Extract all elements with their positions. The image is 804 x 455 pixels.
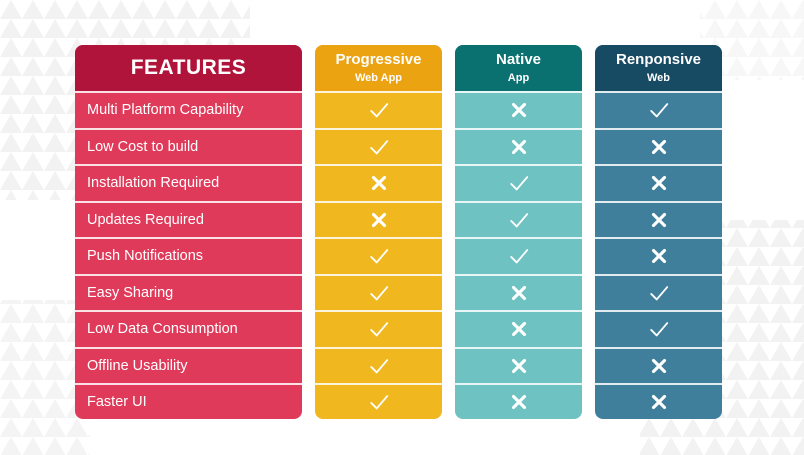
feature-row: Easy Sharing: [75, 273, 302, 311]
feature-label: Offline Usability: [87, 357, 188, 374]
feature-row: Faster UI: [75, 383, 302, 419]
cross-icon: [651, 249, 666, 264]
mark-cell: [315, 310, 442, 347]
mark-cell: [455, 237, 582, 274]
mark-cell: [455, 127, 582, 165]
feature-label: Low Data Consumption: [87, 321, 238, 338]
feature-row: Push Notifications: [75, 237, 302, 274]
mark-cell: [315, 383, 442, 419]
cross-icon: [651, 139, 666, 154]
features-header-label: FEATURES: [130, 56, 247, 80]
responsive-header: Renponsive Web: [595, 45, 722, 91]
responsive-header-title: Renponsive: [615, 51, 702, 69]
mark-cell: [315, 127, 442, 165]
mark-cell: [315, 273, 442, 311]
check-icon: [369, 358, 388, 374]
mark-cell: [315, 346, 442, 384]
check-icon: [649, 322, 668, 337]
mark-cell: [315, 237, 442, 274]
native-marks: [455, 91, 582, 419]
cross-icon: [651, 395, 666, 410]
features-header: FEATURES: [75, 45, 302, 91]
pwa-marks: [315, 91, 442, 419]
cross-icon: [651, 358, 666, 373]
cross-icon: [371, 212, 386, 227]
feature-label: Multi Platform Capability: [87, 102, 244, 119]
cross-icon: [651, 212, 666, 227]
cross-icon: [511, 285, 526, 300]
feature-row: Multi Platform Capability: [75, 91, 302, 128]
mark-cell: [595, 127, 722, 165]
check-icon: [369, 395, 388, 410]
check-icon: [649, 103, 668, 118]
mark-cell: [315, 200, 442, 238]
native-header-title: Native: [495, 51, 542, 69]
mark-cell: [595, 310, 722, 347]
feature-row: Low Data Consumption: [75, 310, 302, 347]
check-icon: [369, 285, 388, 301]
mark-cell: [595, 273, 722, 311]
mark-cell: [595, 200, 722, 238]
cross-icon: [511, 139, 526, 154]
feature-label: Easy Sharing: [87, 284, 174, 301]
mark-cell: [455, 310, 582, 347]
pwa-header: Progressive Web App: [315, 45, 442, 91]
responsive-header-subtitle: Web: [646, 71, 671, 84]
mark-cell: [595, 164, 722, 201]
feature-label: Installation Required: [87, 175, 220, 192]
cross-icon: [651, 176, 666, 191]
feature-label: Push Notifications: [87, 248, 204, 265]
check-icon: [369, 103, 388, 118]
check-icon: [369, 322, 388, 337]
mark-cell: [315, 91, 442, 128]
mark-cell: [595, 237, 722, 274]
native-header: Native App: [455, 45, 582, 91]
check-icon: [369, 249, 388, 264]
cross-icon: [511, 103, 526, 118]
mark-cell: [455, 346, 582, 384]
mark-cell: [455, 273, 582, 311]
feature-label: Faster UI: [87, 394, 147, 411]
check-icon: [509, 176, 528, 191]
cross-icon: [511, 395, 526, 410]
mark-cell: [455, 91, 582, 128]
feature-row: Offline Usability: [75, 346, 302, 384]
cross-icon: [371, 176, 386, 191]
mark-cell: [455, 383, 582, 419]
responsive-marks: [595, 91, 722, 419]
mark-cell: [595, 346, 722, 384]
check-icon: [509, 249, 528, 264]
cross-icon: [511, 322, 526, 337]
feature-label: Low Cost to build: [87, 138, 199, 155]
check-icon: [509, 212, 528, 228]
check-icon: [369, 139, 388, 155]
feature-row: Low Cost to build: [75, 127, 302, 165]
native-column: Native App: [455, 45, 582, 419]
pwa-column: Progressive Web App: [315, 45, 442, 419]
feature-row: Installation Required: [75, 164, 302, 201]
native-header-subtitle: App: [507, 71, 530, 84]
cross-icon: [511, 358, 526, 373]
feature-label: Updates Required: [87, 211, 204, 228]
mark-cell: [595, 383, 722, 419]
responsive-column: Renponsive Web: [595, 45, 722, 419]
mark-cell: [595, 91, 722, 128]
mark-cell: [455, 164, 582, 201]
mark-cell: [315, 164, 442, 201]
mark-cell: [455, 200, 582, 238]
pwa-header-subtitle: Web App: [354, 71, 403, 84]
feature-row: Updates Required: [75, 200, 302, 238]
pwa-header-title: Progressive: [335, 51, 422, 69]
features-column: FEATURES Multi Platform Capability Low C…: [75, 45, 302, 419]
check-icon: [649, 285, 668, 301]
